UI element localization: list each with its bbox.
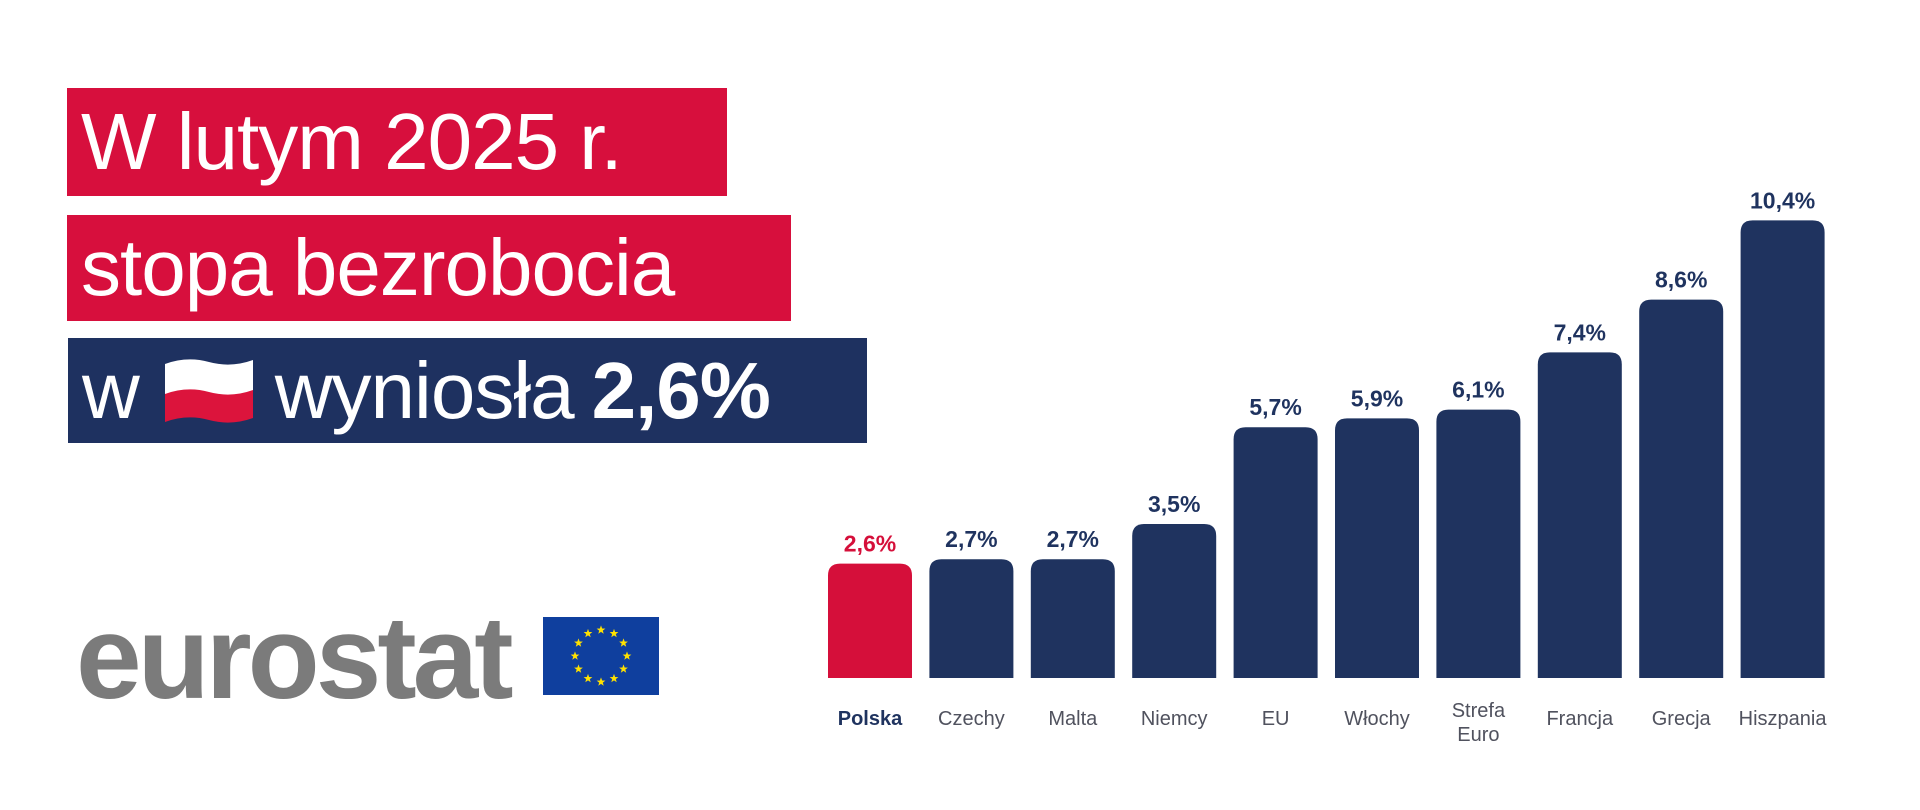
headline-line-3: w wyniosła 2,6%: [68, 338, 867, 443]
poland-flag-icon: [164, 358, 253, 423]
category-label: Niemcy: [1141, 708, 1208, 730]
category-label-line: Hiszpania: [1739, 708, 1828, 730]
category-label-line: Francja: [1546, 708, 1614, 730]
eu-star-icon: [622, 651, 632, 660]
eu-star-icon: [574, 664, 583, 673]
category-label: Francja: [1546, 708, 1614, 730]
eu-star-icon: [596, 625, 606, 634]
category-label: Hiszpania: [1739, 708, 1828, 730]
bar-hiszpania: [1740, 220, 1825, 678]
bar-polska: [828, 563, 912, 678]
eu-star-icon: [583, 628, 593, 638]
value-label: 2,7%: [945, 526, 997, 552]
eu-star-icon: [619, 638, 628, 647]
category-label: Czechy: [938, 708, 1005, 730]
category-label-line: Strefa: [1452, 700, 1506, 722]
headline-line-1: W lutym 2025 r.: [67, 88, 727, 196]
value-label: 7,4%: [1554, 319, 1606, 345]
eu-star-icon: [596, 677, 606, 686]
category-label-line: Grecja: [1652, 708, 1712, 730]
eu-star-icon: [609, 628, 619, 638]
headline-value: 2,6%: [591, 345, 771, 435]
headline-line-2-text: stopa bezrobocia: [81, 223, 675, 312]
eu-flag-icon: [543, 617, 659, 695]
value-label: 2,7%: [1047, 526, 1099, 552]
category-label-line: Niemcy: [1141, 708, 1208, 730]
eu-star-icon: [583, 673, 593, 683]
bar-francja: [1537, 352, 1622, 678]
value-label: 8,6%: [1655, 267, 1707, 293]
bar-eu: [1233, 427, 1318, 678]
value-label: 5,9%: [1351, 385, 1403, 411]
category-label: Strefa Euro: [1452, 700, 1506, 746]
category-label: EU: [1262, 708, 1290, 730]
eu-star-icon: [574, 638, 583, 647]
category-label-line: Malta: [1048, 708, 1098, 730]
category-label: Włochy: [1344, 708, 1410, 730]
eu-star-icon: [609, 673, 619, 683]
headline-line-1-text: W lutym 2025 r.: [81, 97, 623, 186]
category-label-line: Włochy: [1344, 708, 1410, 730]
bar-grecja: [1639, 299, 1724, 678]
value-label: 5,7%: [1249, 394, 1301, 420]
headline-line-2: stopa bezrobocia: [67, 215, 791, 321]
category-label-line: Euro: [1457, 724, 1499, 746]
headline-line-3-prefix: w: [82, 345, 140, 435]
bar-czechy: [929, 559, 1014, 678]
value-label: 3,5%: [1148, 491, 1200, 517]
category-label-line: Czechy: [938, 708, 1005, 730]
value-label: 6,1%: [1452, 377, 1504, 403]
bar-niemcy: [1132, 524, 1217, 678]
eurostat-logo: eurostat: [76, 592, 514, 724]
category-label-line: Polska: [838, 708, 903, 730]
category-label-line: EU: [1262, 708, 1290, 730]
category-label: Polska: [838, 708, 903, 730]
category-label: Malta: [1048, 708, 1098, 730]
bar-malta: [1030, 559, 1115, 678]
category-label: Grecja: [1652, 708, 1712, 730]
bar-strefa-euro: [1436, 409, 1521, 678]
eu-star-icon: [570, 651, 580, 660]
headline-line-3-middle: wyniosła: [274, 345, 575, 435]
bar-włochy: [1335, 418, 1419, 678]
value-label: 2,6%: [844, 531, 896, 557]
value-label: 10,4%: [1750, 187, 1815, 213]
eu-star-icon: [619, 664, 628, 673]
